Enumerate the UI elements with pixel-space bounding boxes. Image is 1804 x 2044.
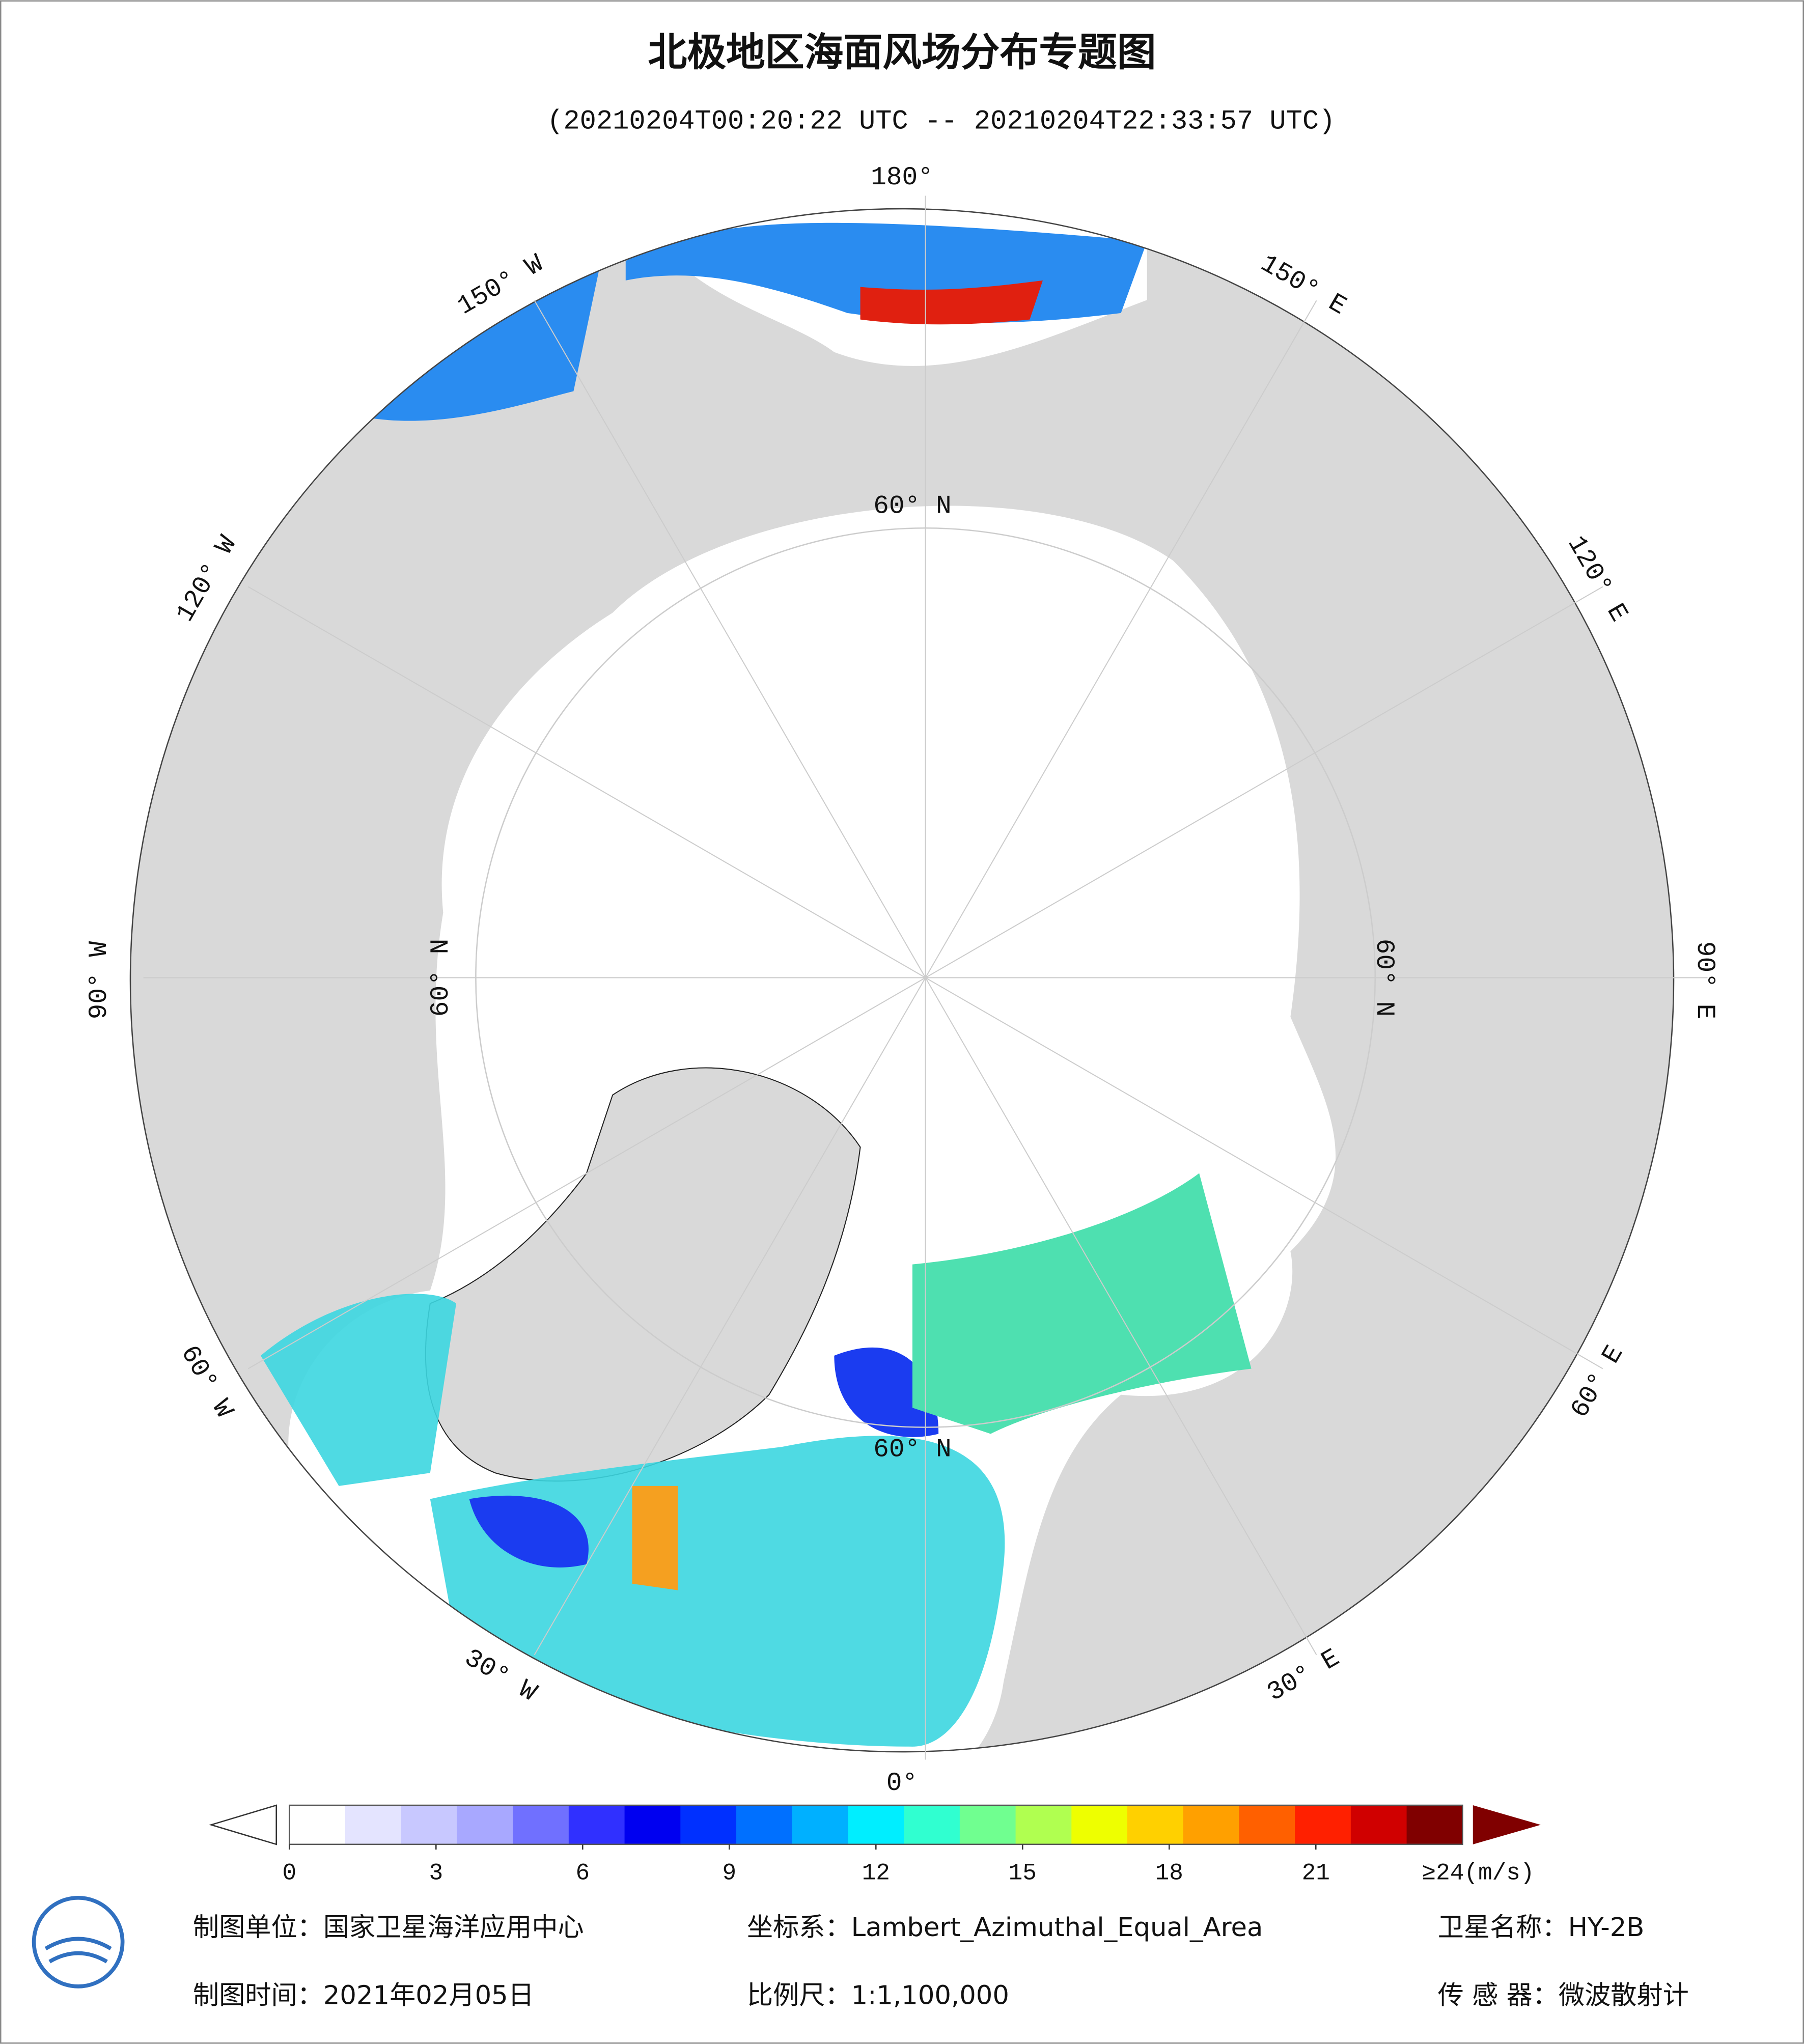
meridian [247, 977, 926, 1369]
meridian [534, 300, 926, 978]
colorbar-tick-label: 9 [722, 1860, 736, 1886]
wind-field [912, 1173, 1252, 1434]
wind-field [632, 1486, 678, 1590]
map-disk [130, 209, 1674, 1752]
colorbar-swatch [289, 1805, 346, 1844]
colorbar-tick-label: 6 [575, 1860, 590, 1886]
colorbar-extend-low [209, 1804, 277, 1845]
colorbar-swatch [959, 1805, 1016, 1844]
colorbar-swatch [1239, 1805, 1296, 1844]
footer-date: 制图时间：2021年02月05日 [193, 1980, 534, 2010]
colorbar-max-label: ≥24(m/s) [1422, 1860, 1534, 1886]
meridian [247, 586, 926, 978]
longitude-label: 180° [871, 163, 933, 192]
colorbar-swatch [624, 1805, 681, 1844]
latitude-label: 60° N [873, 1435, 952, 1465]
colorbar-swatch [848, 1805, 905, 1844]
latitude-label: 60° N [1369, 939, 1399, 1017]
subtitle: (20210204T00:20:22 UTC -- 20210204T22:33… [547, 106, 1335, 137]
meridian [925, 977, 1603, 1369]
wind-field [365, 222, 1147, 421]
meridian [925, 300, 1317, 978]
footer-unit: 制图单位：国家卫星海洋应用中心 [193, 1912, 584, 1943]
colorbar-swatch [1183, 1805, 1240, 1844]
colorbar-swatch [904, 1805, 961, 1844]
footer-sensor: 传 感 器：微波散射计 [1438, 1980, 1689, 2010]
colorbar-swatch [457, 1805, 514, 1844]
footer-projection: 坐标系：Lambert_Azimuthal_Equal_Area [747, 1912, 1263, 1943]
footer-scale: 比例尺：1:1,100,000 [747, 1980, 1009, 2010]
longitude-label: 90° W [85, 941, 114, 1020]
colorbar-swatch [1350, 1805, 1407, 1844]
colorbar-swatch [1406, 1805, 1463, 1844]
wind-field [469, 1347, 939, 1567]
colorbar-tick-label: 21 [1302, 1860, 1330, 1886]
colorbar-swatch [345, 1805, 402, 1844]
colorbar-tick-label: 15 [1009, 1860, 1037, 1886]
title: 北极地区海面风场分布专题图 [648, 30, 1156, 75]
latitude-label: 60° N [426, 939, 456, 1017]
map-border [129, 208, 1675, 1753]
meridian [925, 977, 1317, 1656]
colorbar-swatch [736, 1805, 793, 1844]
wind-field [860, 280, 1043, 325]
colorbar-tick-label: 3 [429, 1860, 443, 1886]
colorbar-swatch [680, 1805, 737, 1844]
colorbar-swatch [1015, 1805, 1072, 1844]
colorbar-swatch [1127, 1805, 1184, 1844]
graticule [143, 195, 1708, 1760]
colorbar-extend-high [1473, 1805, 1541, 1844]
longitude-label: 90° E [1690, 941, 1719, 1020]
colorbar-swatch [568, 1805, 625, 1844]
colorbar-tick-label: 12 [862, 1860, 890, 1886]
colorbar-swatch [1295, 1805, 1352, 1844]
colorbar-tick-label: 18 [1155, 1860, 1183, 1886]
longitude-label: 0° [886, 1769, 918, 1798]
logo [32, 1895, 125, 1989]
colorbar-swatch [1071, 1805, 1128, 1844]
colorbar-swatch [513, 1805, 570, 1844]
latitude-label: 60° N [873, 491, 952, 521]
meridian [534, 977, 926, 1656]
logo [44, 1937, 112, 1964]
colorbar-swatch [792, 1805, 849, 1844]
colorbar-tick-label: 0 [282, 1860, 296, 1886]
footer-satellite: 卫星名称：HY-2B [1438, 1912, 1645, 1943]
meridian [925, 586, 1603, 978]
colorbar-swatch [401, 1805, 458, 1844]
greenland [425, 1067, 861, 1482]
